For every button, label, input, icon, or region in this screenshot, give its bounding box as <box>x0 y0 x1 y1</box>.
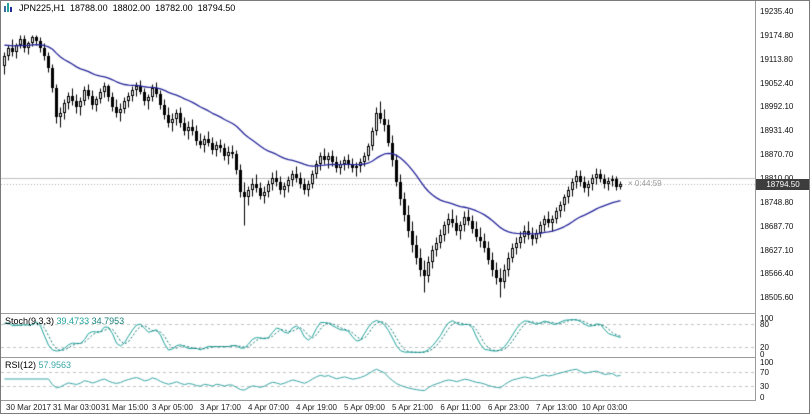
high-value: 18802.00 <box>112 3 151 13</box>
rsi-panel-canvas[interactable] <box>1 358 755 400</box>
panel-separator-stoch-rsi[interactable] <box>1 357 809 358</box>
price-tick-label: 18992.10 <box>760 102 794 112</box>
time-tick-label: 6 Apr 23:00 <box>488 403 529 412</box>
price-tick-label: 18810.00 <box>760 174 793 183</box>
close-value: 18794.50 <box>197 3 236 13</box>
time-tick-label: 7 Apr 13:00 <box>536 403 577 412</box>
current-price-tag: 18794.50 <box>756 178 809 190</box>
time-tick-label: 6 Apr 11:00 <box>440 403 481 412</box>
candlestick-chart-canvas[interactable] <box>1 1 755 313</box>
time-tick-label: 4 Apr 07:00 <box>248 403 289 412</box>
chart-icon <box>4 3 12 12</box>
indicator-scale-label: 70 <box>760 367 769 377</box>
indicator-scale-label: 80 <box>760 320 769 330</box>
stochastic-main-value: 39.4733 <box>56 316 90 326</box>
price-tick-label: 19174.80 <box>760 30 794 40</box>
indicator-scale-label: 0 <box>760 350 765 359</box>
time-tick-label: 5 Apr 09:00 <box>344 403 385 412</box>
price-axis[interactable]: 19235.40 19174.80 19113.80 19052.40 18992.10… <box>756 1 809 401</box>
time-tick-label: 31 Mar 15:00 <box>100 403 149 412</box>
indicator-scale-label: 30 <box>760 382 769 392</box>
time-tick-label: 3 Apr 17:00 <box>200 403 241 412</box>
time-tick-label: 10 Apr 03:00 <box>581 403 628 412</box>
stochastic-name: Stoch(9,3,3) <box>5 316 55 326</box>
price-tick-label: 18566.40 <box>760 269 794 279</box>
candle-countdown: × 0:44:59 <box>628 178 662 188</box>
panel-separator-main-stoch[interactable] <box>1 313 809 314</box>
price-tick-label: 19235.40 <box>760 7 794 17</box>
rsi-value: 57.9563 <box>38 360 72 370</box>
open-value: 18788.00 <box>70 3 108 13</box>
price-tick-label: 19113.80 <box>760 54 793 64</box>
price-tick-label: 18505.60 <box>760 293 794 303</box>
price-tick-label: 19052.40 <box>760 78 794 88</box>
price-tick-label: 18687.70 <box>760 221 794 231</box>
time-tick-label: 3 Apr 05:00 <box>152 403 193 412</box>
price-axis-separator <box>755 1 756 401</box>
price-tick-label: 18931.40 <box>760 126 794 136</box>
rsi-label: RSI(12) 57.9563 <box>5 360 71 370</box>
stochastic-signal-value: 34.7953 <box>91 316 125 326</box>
panel-separator-rsi-time[interactable] <box>1 400 809 401</box>
indicator-scale-label: 100 <box>760 358 774 367</box>
indicator-scale-label: 0 <box>760 393 765 402</box>
price-tick-label: 18627.10 <box>760 245 794 255</box>
time-axis[interactable]: 30 Mar 2017 31 Mar 03:00 31 Mar 15:00 3 Apr… <box>1 401 755 413</box>
symbol-period-label: JPN225,H1 <box>19 3 66 13</box>
price-tick-label: 18748.80 <box>760 197 794 207</box>
stochastic-label: Stoch(9,3,3) 39.4733 34.7953 <box>5 316 124 326</box>
time-tick-label: 30 Mar 2017 <box>6 403 51 412</box>
indicator-scale-label: 100 <box>760 314 774 323</box>
price-tick-label: 18870.70 <box>760 150 794 160</box>
indicator-scale-label: 20 <box>760 342 769 352</box>
symbol-ohlc-label: JPN225,H1 18788.00 18802.00 18782.00 187… <box>4 3 235 13</box>
time-tick-label: 5 Apr 21:00 <box>392 403 433 412</box>
low-value: 18782.00 <box>155 3 193 13</box>
time-tick-label: 31 Mar 03:00 <box>52 403 101 412</box>
time-tick-label: 4 Apr 19:00 <box>296 403 337 412</box>
stochastic-panel-canvas[interactable] <box>1 314 755 357</box>
rsi-name: RSI(12) <box>5 360 37 370</box>
